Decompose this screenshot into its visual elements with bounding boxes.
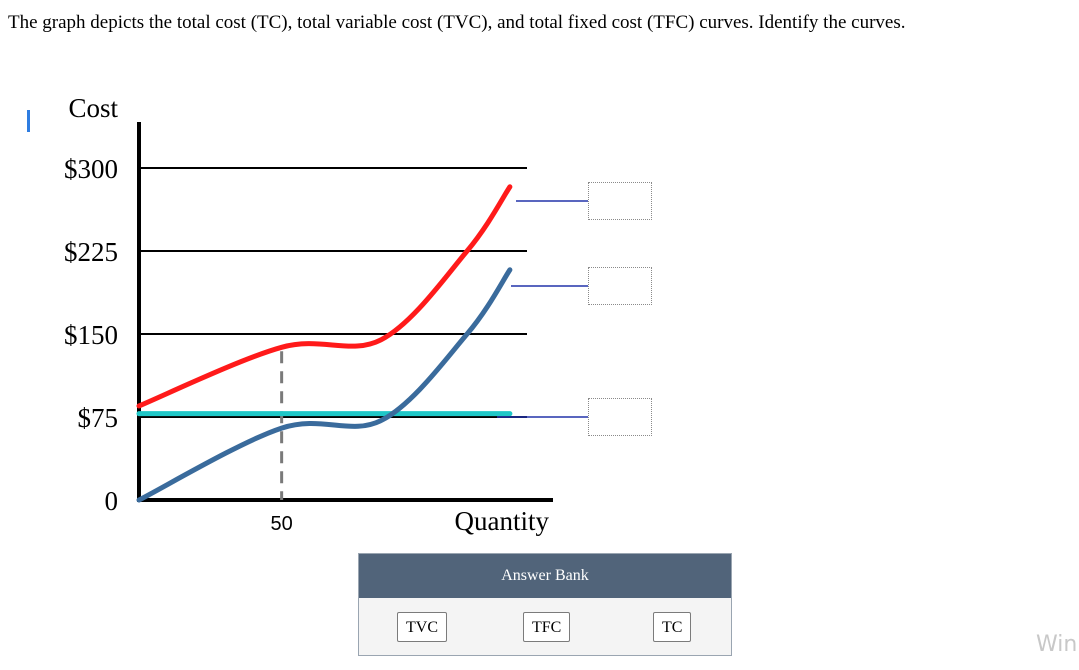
windows-activation-watermark: Win [1036,632,1078,657]
y-tick-label-300: $300 [64,154,118,184]
x-tick-label-50: 50 [271,513,293,535]
curve-red-top [136,184,513,409]
answer-chip-tfc[interactable]: TFC [523,612,571,642]
answer-bank-title: Answer Bank [359,554,731,598]
answer-bank: Answer Bank TVC TFC TC [358,553,732,656]
drop-target-middle-curve[interactable] [588,267,652,305]
answer-chip-tc[interactable]: TC [653,612,692,642]
y-tick-label-150: $150 [64,320,118,350]
drop-target-top-curve[interactable] [588,182,652,220]
y-axis-title: Cost [68,93,118,123]
question-text: The graph depicts the total cost (TC), t… [8,12,906,33]
drop-target-bottom-curve[interactable] [588,398,652,436]
y-tick-label-75: $75 [78,403,119,433]
x-axis-title: Quantity [455,506,550,536]
text-cursor [27,110,30,132]
y-tick-label-225: $225 [64,237,118,267]
y-tick-label-0: 0 [105,486,119,516]
answer-chip-tvc[interactable]: TVC [397,612,447,642]
curve-blue-middle [136,267,513,503]
